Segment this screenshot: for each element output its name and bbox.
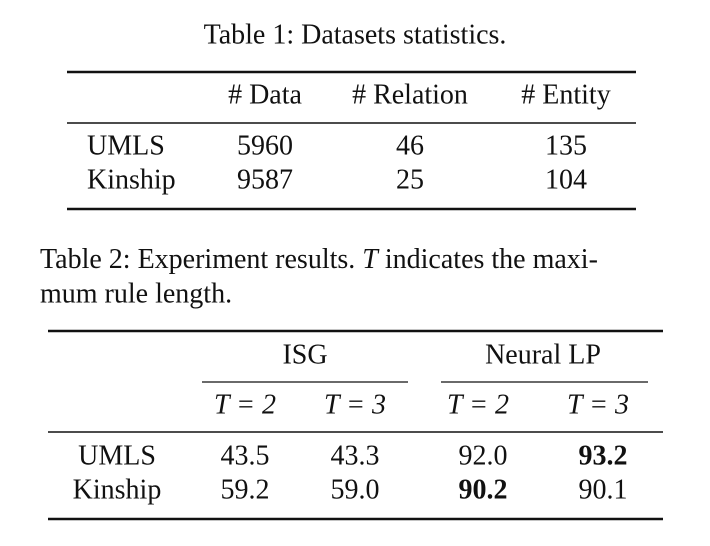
group-header: ISG [282, 339, 327, 370]
cell: 5960 [237, 130, 293, 161]
caption-text: Table 2: Experiment results. [40, 244, 355, 275]
subheader-cell: T = 2 [447, 389, 509, 420]
cell: 104 [545, 164, 587, 195]
cell: 90.1 [579, 474, 628, 505]
subheader-cell: T = 3 [324, 389, 386, 420]
cell: 43.5 [221, 440, 270, 471]
caption: mum rule length. [40, 278, 232, 309]
cell: 135 [545, 130, 587, 161]
caption-variable: T [362, 244, 380, 275]
cell: 92.0 [459, 440, 508, 471]
row-label: Kinship [87, 164, 176, 195]
header-cell: # Data [228, 79, 302, 110]
caption: Table 2: Experiment results. T indicates… [40, 244, 598, 275]
cell: 9587 [237, 164, 293, 195]
cell: 59.2 [221, 474, 270, 505]
cell: 59.0 [331, 474, 380, 505]
cell: 43.3 [331, 440, 380, 471]
header-cell: # Entity [521, 79, 610, 110]
row-label: UMLS [78, 440, 156, 471]
row-label: Kinship [73, 474, 162, 505]
subheader-cell: T = 2 [214, 389, 276, 420]
cell: 46 [396, 130, 424, 161]
group-header: Neural LP [485, 339, 601, 370]
subheader-cell: T = 3 [567, 389, 629, 420]
caption: Table 1: Datasets statistics. [204, 19, 507, 50]
header-cell: # Relation [352, 79, 468, 110]
row-label: UMLS [87, 130, 165, 161]
caption-text: indicates the maxi- [385, 244, 598, 275]
cell: 25 [396, 164, 424, 195]
cell-best: 90.2 [459, 474, 508, 505]
cell-best: 93.2 [579, 440, 628, 471]
